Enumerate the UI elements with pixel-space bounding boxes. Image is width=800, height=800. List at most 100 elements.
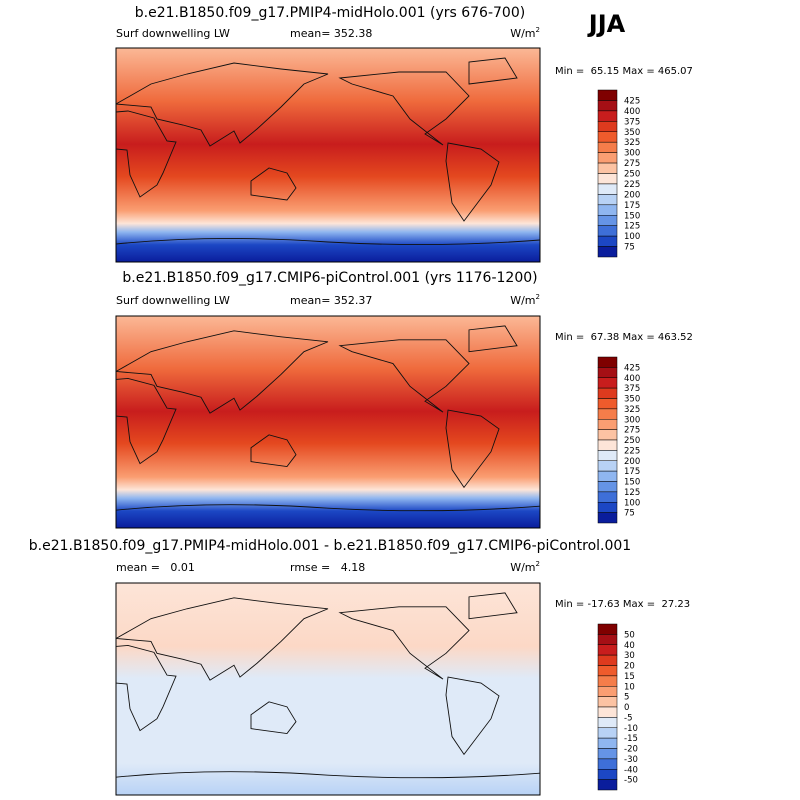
colorbar-label: -30 [624, 755, 638, 765]
colorbar-label: 40 [624, 641, 635, 651]
colorbar-label: 175 [624, 467, 640, 477]
colorbar-box [597, 727, 618, 739]
colorbar-label: 200 [624, 457, 640, 467]
colorbar-label: 15 [624, 672, 635, 682]
center-text: rmse = 4.18 [290, 561, 365, 574]
colorbar-box [597, 110, 618, 122]
map-field [115, 582, 541, 796]
colorbar-label: 100 [624, 498, 640, 508]
colorbar-box [597, 173, 618, 185]
center-text: mean= 352.37 [290, 294, 372, 307]
colorbar-box [597, 779, 618, 791]
colorbar-box [597, 769, 618, 780]
colorbar-box [597, 183, 618, 195]
colorbar-box [597, 758, 618, 770]
colorbar-label: 75 [624, 509, 635, 519]
colorbar-box [597, 194, 618, 206]
colorbar-label: 375 [624, 117, 640, 127]
colorbar-label: 375 [624, 384, 640, 394]
colorbar-label: 125 [624, 222, 640, 232]
colorbar-box [597, 470, 618, 482]
colorbar-box [597, 131, 618, 143]
colorbar-box [597, 141, 618, 153]
panel: b.e21.B1850.f09_g17.CMIP6-piControl.001 … [115, 270, 693, 529]
colorbar-label: 225 [624, 180, 640, 190]
colorbar-box [597, 502, 618, 513]
colorbar-box [597, 481, 618, 493]
units-sup: 2 [536, 26, 540, 34]
colorbar-label: 0 [624, 703, 629, 713]
colorbar-box [597, 450, 618, 461]
colorbar-label: -5 [624, 713, 632, 723]
colorbar-label: -15 [624, 734, 638, 744]
units-base: W/m [510, 561, 535, 574]
colorbar-box [597, 89, 618, 101]
colorbar-box [597, 686, 618, 697]
colorbar-box [597, 491, 618, 503]
min-max: Min = -17.63 Max = 27.23 [555, 599, 690, 610]
colorbar-label: 250 [624, 170, 640, 180]
colorbar-box [597, 121, 618, 132]
map-field [115, 47, 541, 263]
min-max: Min = 67.38 Max = 463.52 [555, 332, 693, 343]
colorbar-box [597, 460, 618, 472]
colorbar-box [597, 225, 618, 237]
colorbar-box [597, 706, 618, 718]
colorbar-label: -50 [624, 776, 638, 786]
colorbar-box [597, 356, 618, 368]
colorbar-label: 150 [624, 211, 640, 221]
colorbar-box [597, 737, 618, 749]
units: W/m2 [510, 293, 540, 307]
colorbar-label: 400 [624, 374, 640, 384]
colorbar-label: 300 [624, 415, 640, 425]
colorbar-box [597, 387, 618, 399]
colorbar-label: 10 [624, 682, 635, 692]
colorbar-label: 300 [624, 149, 640, 159]
colorbar-label: -40 [624, 765, 638, 775]
season-label: JJA [587, 10, 626, 38]
colorbar-box [597, 367, 618, 378]
colorbar-label: 325 [624, 138, 640, 148]
left-text: mean = 0.01 [116, 561, 195, 574]
colorbar-box [597, 100, 618, 112]
colorbar-box [597, 162, 618, 174]
panel-title: b.e21.B1850.f09_g17.PMIP4-midHolo.001 (y… [135, 5, 525, 21]
panel-title: b.e21.B1850.f09_g17.PMIP4-midHolo.001 - … [29, 538, 631, 554]
map-field [115, 315, 541, 529]
colorbar-label: 30 [624, 651, 635, 661]
left-text: Surf downwelling LW [116, 294, 230, 307]
units-base: W/m [510, 294, 535, 307]
colorbar-box [597, 748, 618, 760]
colorbar-box [597, 654, 618, 666]
units-base: W/m [510, 27, 535, 40]
colorbar-label: 350 [624, 128, 640, 138]
colorbar-label: 150 [624, 478, 640, 488]
colorbar-label: 425 [624, 96, 640, 106]
colorbar-label: -20 [624, 745, 638, 755]
colorbar-box [597, 623, 618, 635]
colorbar-box [597, 429, 618, 441]
colorbar-label: -10 [624, 724, 638, 734]
colorbar-box [597, 152, 618, 164]
colorbar-box [597, 377, 618, 389]
colorbar-label: 200 [624, 190, 640, 200]
colorbar-label: 350 [624, 395, 640, 405]
colorbar-label: 50 [624, 630, 635, 640]
colorbar-label: 100 [624, 232, 640, 242]
colorbar-box [597, 408, 618, 420]
units-sup: 2 [536, 560, 540, 568]
colorbar-box [597, 512, 618, 524]
center-text: mean= 352.38 [290, 27, 372, 40]
colorbar-box [597, 634, 618, 645]
colorbar-box [597, 696, 618, 708]
colorbar-label: 425 [624, 363, 640, 373]
units: W/m2 [510, 560, 540, 574]
colorbar-label: 400 [624, 107, 640, 117]
colorbar-label: 20 [624, 662, 635, 672]
colorbar-box [597, 215, 618, 226]
left-text: Surf downwelling LW [116, 27, 230, 40]
panel-title: b.e21.B1850.f09_g17.CMIP6-piControl.001 … [122, 270, 537, 286]
colorbar-box [597, 419, 618, 430]
colorbar-box [597, 439, 618, 451]
